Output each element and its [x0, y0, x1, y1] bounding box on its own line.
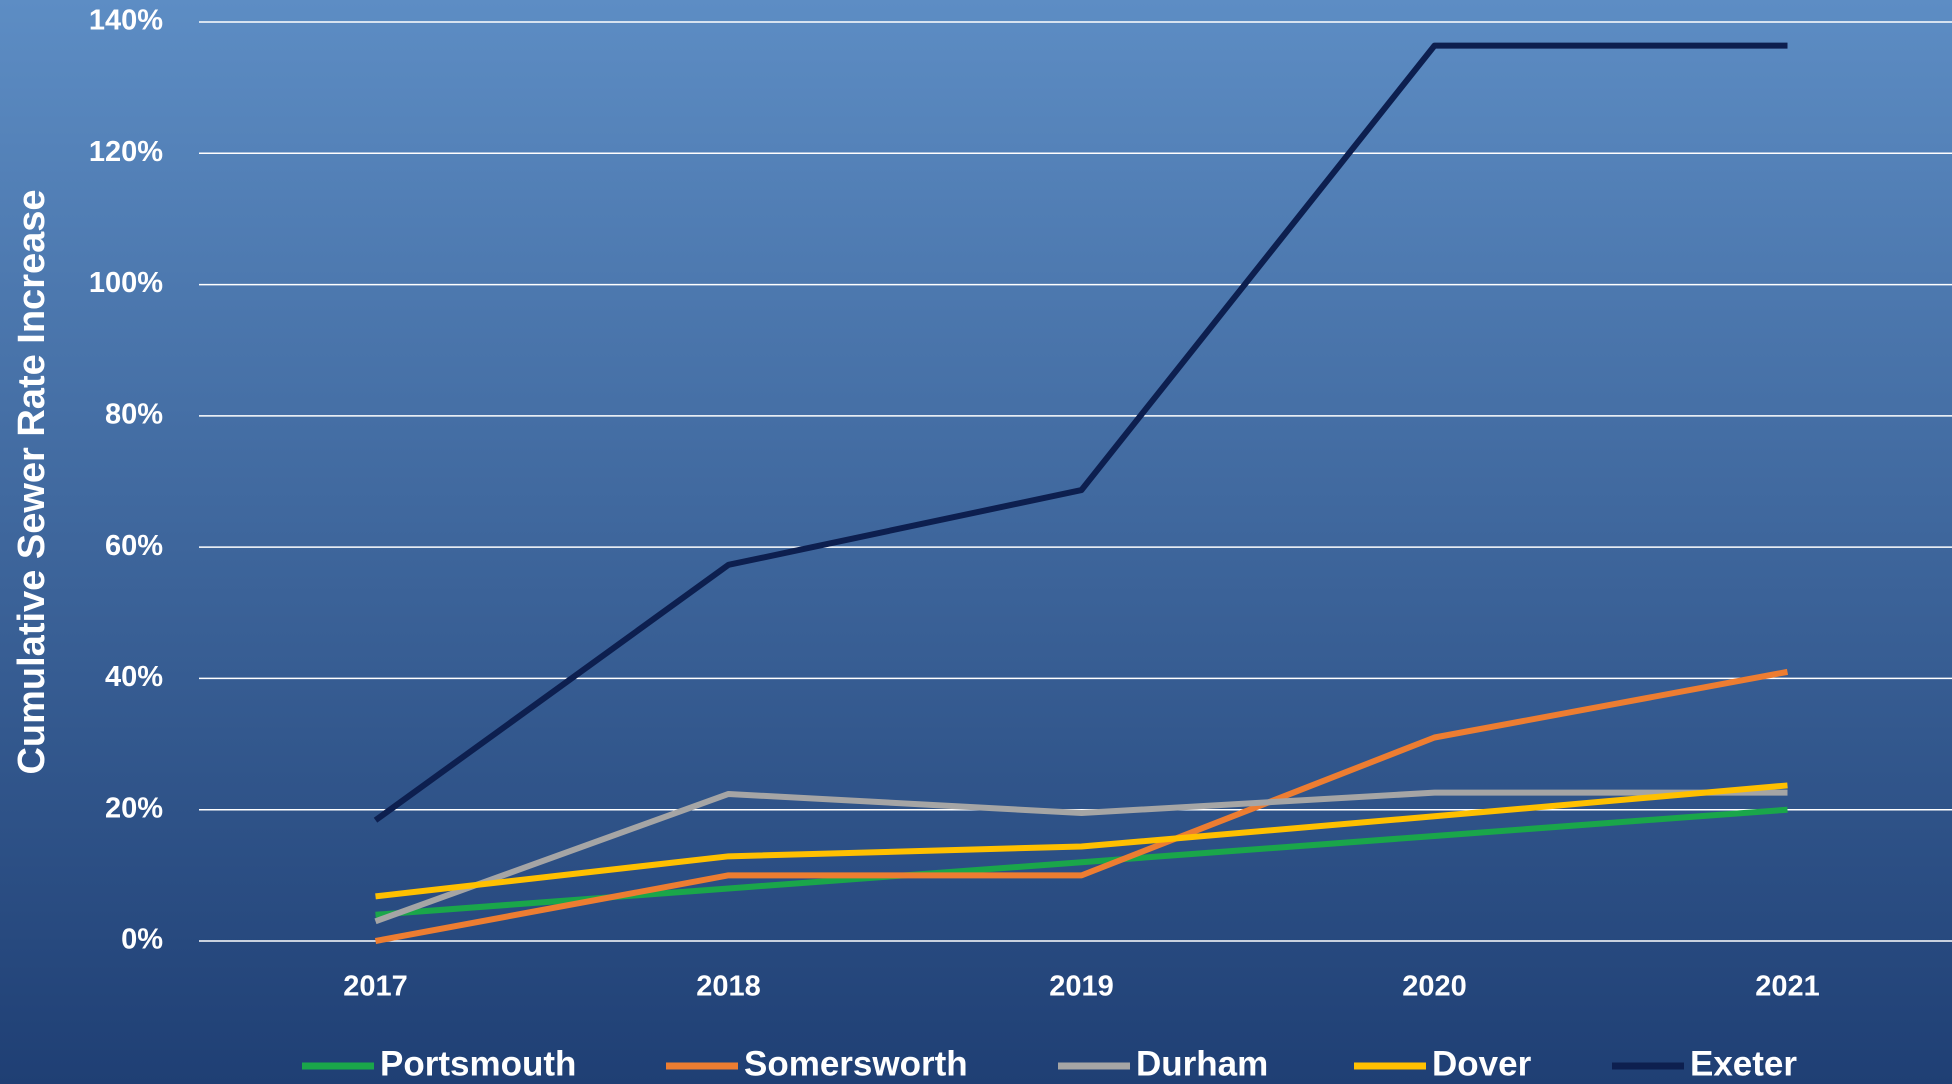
y-tick-label: 20%: [105, 792, 163, 824]
series-line: [374, 789, 1788, 925]
x-tick-label: 2019: [1049, 971, 1114, 1003]
y-tick-label: 100%: [89, 267, 163, 299]
series-line: [374, 668, 1789, 944]
y-tick-label: 140%: [89, 5, 163, 37]
x-tick-label: 2021: [1755, 971, 1820, 1003]
legend-label: Somersworth: [744, 1044, 968, 1083]
y-tick-label: 0%: [121, 924, 163, 956]
legend-label: Durham: [1136, 1044, 1268, 1083]
y-tick-label: 120%: [89, 136, 163, 168]
y-axis-title: Cumulative Sewer Rate Increase: [11, 189, 53, 774]
y-tick-label: 80%: [105, 399, 163, 431]
y-tick-label: 40%: [105, 661, 163, 693]
legend-label: Dover: [1432, 1044, 1532, 1083]
series-line: [373, 42, 1788, 823]
legend-label: Exeter: [1690, 1044, 1797, 1083]
series-line: [375, 782, 1788, 900]
legend-label: Portsmouth: [380, 1044, 576, 1083]
x-tick-label: 2018: [696, 971, 761, 1003]
x-tick-label: 2020: [1402, 971, 1467, 1003]
x-tick-label: 2017: [343, 971, 408, 1003]
y-tick-label: 60%: [105, 530, 163, 562]
